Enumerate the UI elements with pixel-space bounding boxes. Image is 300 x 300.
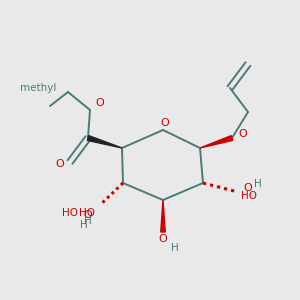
Text: O: O (95, 98, 104, 108)
Polygon shape (161, 200, 165, 232)
Polygon shape (87, 136, 122, 148)
Text: O: O (159, 234, 167, 244)
Text: H: H (80, 220, 88, 230)
Text: H: H (84, 216, 92, 226)
Text: HO: HO (79, 208, 95, 218)
Text: H: H (171, 243, 179, 253)
Text: HO: HO (62, 208, 78, 218)
Text: O: O (56, 159, 64, 169)
Text: O: O (83, 210, 92, 220)
Text: O: O (243, 183, 252, 193)
Text: HO: HO (241, 191, 257, 201)
Text: H: H (254, 179, 262, 189)
Text: O: O (238, 129, 247, 139)
Text: O: O (160, 118, 169, 128)
Polygon shape (200, 136, 233, 148)
Text: methyl: methyl (20, 83, 56, 93)
